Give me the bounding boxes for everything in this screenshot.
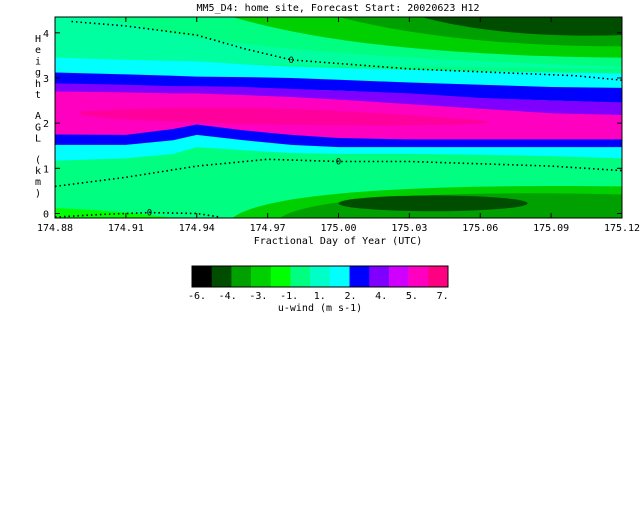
band-surface-left: [55, 208, 174, 218]
x-tick-label: 175.03: [391, 223, 427, 234]
x-tick-label: 175.09: [533, 223, 569, 234]
zero-contours: 0 0 0: [55, 20, 622, 219]
y-tick-label: 4: [43, 29, 49, 40]
colorbar-swatch: [211, 266, 232, 287]
colorbar-swatch: [270, 266, 291, 287]
band-jet-core: [78, 107, 489, 126]
y-axis-label-char: t: [35, 90, 41, 101]
zero-contour-label: 0: [336, 158, 341, 168]
colorbar-tick-label: -3.: [249, 291, 267, 302]
band-upper-weak-positive: [55, 17, 622, 69]
contour-field: [55, 17, 622, 218]
y-axis-label-char: G: [35, 122, 41, 133]
band-cyan-layer: [55, 57, 622, 88]
colorbar-tick-label: -4.: [219, 291, 237, 302]
x-tick-label: 174.97: [250, 223, 286, 234]
colorbar-swatch: [329, 266, 350, 287]
band-lower-blue-layer: [55, 124, 622, 148]
zero-contour-label: 0: [288, 56, 293, 66]
colorbar-tick-label: -6.: [188, 291, 206, 302]
y-axis-label-char: e: [35, 45, 41, 56]
y-tick-label: 1: [43, 164, 49, 175]
colorbar-label: u-wind (m s-1): [278, 303, 362, 314]
y-axis-label-char: L: [35, 134, 41, 145]
x-tick-label: 174.94: [179, 223, 215, 234]
zero-contour-label: 0: [147, 209, 152, 219]
colorbar: -6. -4. -3. -1. 1. 2. 4. 5. 7.: [188, 265, 449, 302]
colorbar-swatch: [231, 266, 252, 287]
y-axis-label-char: m: [35, 177, 41, 188]
x-tick-label: 174.88: [37, 223, 73, 234]
y-axis-label-char: ): [35, 188, 41, 199]
colorbar-swatch: [310, 266, 331, 287]
y-axis-label-char: i: [35, 56, 41, 67]
colorbar-tick-label: -1.: [280, 291, 298, 302]
band-blue-layer: [55, 72, 622, 103]
y-tick-label: 2: [43, 119, 49, 130]
y-axis-label-char: H: [35, 34, 41, 45]
colorbar-tick-label: 1.: [314, 291, 326, 302]
x-tick-label: 174.91: [108, 223, 144, 234]
band-surface-dark-negative-core: [338, 195, 528, 212]
y-tick-label: 0: [43, 209, 49, 220]
colorbar-swatch: [388, 266, 409, 287]
x-tick-label: 175.06: [462, 223, 498, 234]
y-axis: 0 1 2 3 4: [43, 29, 622, 220]
colorbar-swatch: [192, 266, 212, 287]
colorbar-swatch: [349, 266, 370, 287]
chart-title: MM5_D4: home site, Forecast Start: 20020…: [197, 3, 480, 14]
colorbar-tick-label: 2.: [344, 291, 356, 302]
colorbar-swatch: [428, 266, 449, 287]
zero-contour-surface: [55, 211, 221, 218]
y-tick-label: 3: [43, 74, 49, 85]
x-tick-label: 175.00: [320, 223, 356, 234]
colorbar-swatch: [408, 266, 429, 287]
zero-contour-lower: [55, 158, 622, 188]
colorbar-tick-label: 7.: [437, 291, 449, 302]
colorbar-frame: [191, 265, 449, 288]
y-axis-label-char: A: [35, 111, 41, 122]
x-axis: 174.88 174.91 174.94 174.97 175.00 175.03 175.…: [37, 17, 640, 234]
band-top-dark-negative-core: [421, 17, 622, 36]
zero-contour-upper: [71, 20, 622, 81]
x-tick-label: 175.12: [604, 223, 640, 234]
y-axis-label-char: h: [35, 79, 41, 90]
y-axis-label-char: g: [35, 68, 41, 79]
y-axis-label-char: (: [35, 155, 41, 166]
band-lower-near-zero: [55, 147, 622, 171]
colorbar-tick-label: 4.: [375, 291, 387, 302]
colorbar-swatch: [369, 266, 390, 287]
colorbar-swatch: [290, 266, 311, 287]
x-axis-label: Fractional Day of Year (UTC): [254, 236, 423, 247]
colorbar-swatch: [251, 266, 272, 287]
colorbar-tick-label: 5.: [406, 291, 418, 302]
y-axis-label-char: k: [35, 166, 41, 177]
